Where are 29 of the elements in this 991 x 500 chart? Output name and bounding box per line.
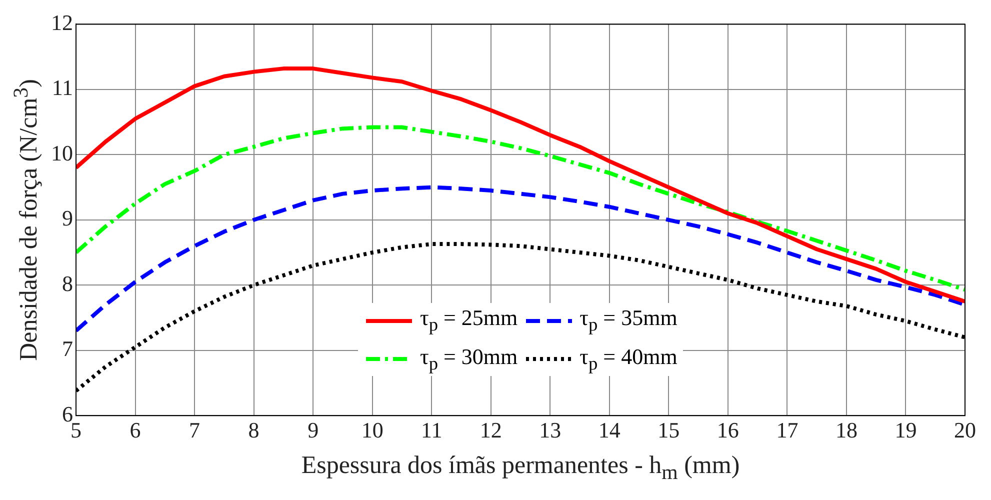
y-tick-label: 12	[51, 10, 73, 35]
x-tick-label: 6	[130, 418, 141, 443]
x-tick-label: 17	[776, 418, 798, 443]
y-tick-label: 9	[62, 206, 73, 231]
x-tick-label: 14	[598, 418, 620, 443]
x-tick-label: 7	[189, 418, 200, 443]
x-tick-label: 16	[716, 418, 739, 443]
legend-label: τ$_{p}$ = 30mm	[420, 344, 518, 374]
y-tick-label: 6	[62, 401, 73, 426]
y-tick-label: 8	[62, 270, 73, 296]
line-series	[76, 125, 965, 292]
x-tick-label: 10	[361, 418, 384, 443]
x-tick-label: 18	[835, 418, 858, 443]
x-tick-label: 11	[421, 418, 442, 443]
legend-label: τ$_{p}$ = 40mm	[580, 344, 678, 374]
x-tick-label: 19	[894, 418, 917, 443]
x-tick-label: 13	[539, 418, 562, 443]
y-tick-label: 11	[52, 75, 73, 100]
x-tick-label: 9	[308, 418, 319, 443]
y-tick-label: 10	[51, 140, 73, 166]
x-axis-title: Espessura dos ímãs permanentes - h$_{m}$ (mm)	[300, 452, 741, 485]
line-series	[76, 185, 965, 333]
x-tick-label: 12	[480, 418, 502, 443]
x-tick-label: 15	[658, 418, 680, 443]
y-tick-label: 7	[62, 336, 73, 362]
x-tick-label: 8	[248, 418, 260, 443]
legend-label: τ$_{p}$ = 35mm	[580, 305, 678, 336]
x-tick-label: 20	[954, 418, 976, 443]
legend-label: τ$_{p}$ = 25mm	[420, 305, 518, 336]
